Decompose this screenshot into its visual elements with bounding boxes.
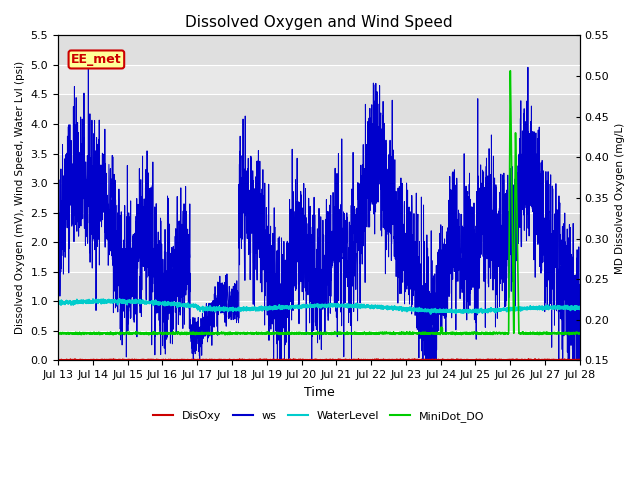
DisOxy: [576, 357, 584, 362]
ws: [166, 263, 174, 268]
ws: [189, 358, 197, 363]
MiniDot_DO: [109, 332, 117, 338]
MiniDot_DO: [370, 331, 378, 336]
WaterLevel: [370, 303, 378, 309]
Text: EE_met: EE_met: [71, 53, 122, 66]
WaterLevel: [116, 296, 124, 302]
DisOxy: [63, 358, 70, 363]
ws: [379, 147, 387, 153]
Bar: [58, 213, 580, 242]
DisOxy: [200, 357, 208, 363]
Line: ws: ws: [58, 59, 580, 360]
Bar: [58, 154, 580, 183]
Bar: [58, 272, 580, 301]
MiniDot_DO: [54, 331, 62, 336]
ws: [576, 335, 584, 341]
WaterLevel: [576, 304, 584, 310]
MiniDot_DO: [576, 330, 584, 336]
ws: [84, 56, 92, 61]
ws: [370, 82, 378, 88]
DisOxy: [379, 357, 387, 362]
X-axis label: Time: Time: [303, 386, 334, 399]
WaterLevel: [527, 304, 534, 310]
WaterLevel: [427, 311, 435, 317]
DisOxy: [166, 357, 174, 363]
Bar: [58, 95, 580, 124]
WaterLevel: [379, 306, 387, 312]
MiniDot_DO: [379, 331, 387, 336]
DisOxy: [531, 356, 539, 362]
ws: [54, 222, 62, 228]
Bar: [58, 331, 580, 360]
Title: Dissolved Oxygen and Wind Speed: Dissolved Oxygen and Wind Speed: [185, 15, 452, 30]
DisOxy: [527, 357, 534, 363]
Line: WaterLevel: WaterLevel: [58, 299, 580, 314]
MiniDot_DO: [527, 331, 534, 336]
Line: DisOxy: DisOxy: [58, 359, 580, 360]
WaterLevel: [576, 305, 584, 311]
MiniDot_DO: [576, 330, 584, 336]
MiniDot_DO: [200, 331, 208, 337]
ws: [576, 315, 584, 321]
DisOxy: [370, 357, 378, 363]
WaterLevel: [200, 305, 208, 311]
DisOxy: [576, 358, 584, 363]
ws: [200, 321, 208, 326]
Bar: [58, 36, 580, 65]
Y-axis label: Dissolved Oxygen (mV), Wind Speed, Water Lvl (psi): Dissolved Oxygen (mV), Wind Speed, Water…: [15, 61, 25, 335]
Y-axis label: MD Dissolved Oxygen (mg/L): MD Dissolved Oxygen (mg/L): [615, 122, 625, 274]
Line: MiniDot_DO: MiniDot_DO: [58, 71, 580, 335]
WaterLevel: [166, 302, 174, 308]
Legend: DisOxy, ws, WaterLevel, MiniDot_DO: DisOxy, ws, WaterLevel, MiniDot_DO: [149, 407, 489, 426]
DisOxy: [54, 357, 62, 363]
MiniDot_DO: [506, 68, 514, 73]
ws: [527, 119, 534, 125]
WaterLevel: [54, 300, 62, 306]
MiniDot_DO: [166, 331, 174, 336]
